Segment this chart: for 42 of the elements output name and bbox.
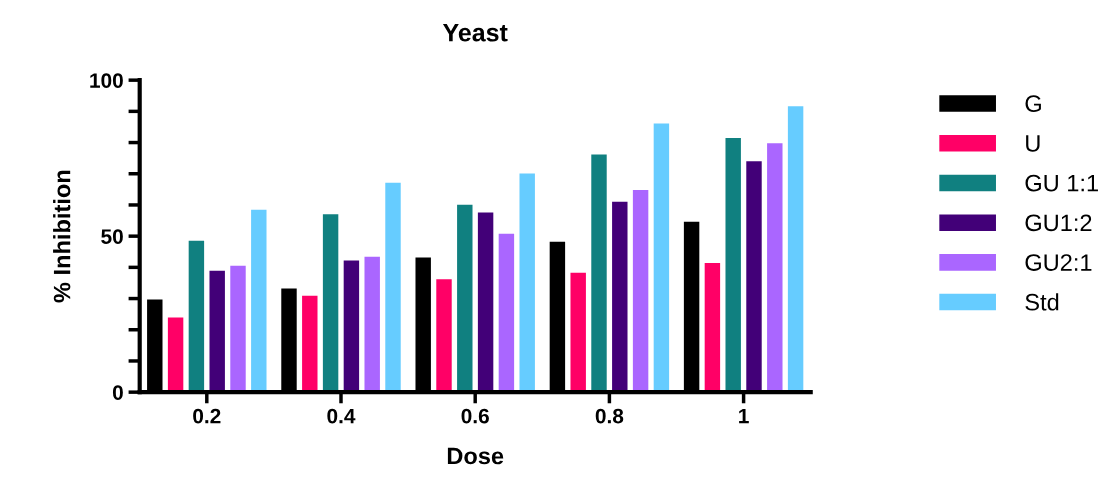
bar [519, 173, 535, 393]
legend-label: G [1025, 95, 1041, 112]
bar [725, 137, 741, 393]
x-tick-label: 0.8 [595, 408, 624, 424]
bar [322, 214, 339, 393]
bar [251, 209, 267, 393]
bar [570, 272, 586, 393]
bar [767, 143, 783, 393]
bar [591, 154, 607, 393]
y-tick-label: 50 [101, 229, 123, 244]
x-tick-label: 0.4 [327, 408, 356, 424]
bar [704, 262, 721, 393]
bar [364, 256, 380, 393]
bar [343, 260, 360, 393]
bar [385, 182, 401, 393]
legend-label: GU 1:1 [1025, 174, 1098, 192]
x-tick-label: 1 [739, 408, 749, 424]
chart-title: Yeast [442, 24, 508, 42]
x-axis-title: Dose [447, 447, 504, 465]
x-tick-label: 0.6 [461, 408, 489, 424]
y-axis-title: % Inhibition [53, 170, 71, 303]
bar [498, 233, 515, 393]
bar [302, 295, 318, 393]
y-tick-label: 0 [112, 385, 123, 400]
bar [167, 317, 184, 393]
bar [746, 161, 762, 393]
bar [632, 189, 649, 393]
bar [612, 201, 628, 393]
bar [436, 279, 452, 393]
bar [787, 106, 804, 393]
bar [457, 204, 473, 393]
legend-label: GU1:2 [1025, 214, 1092, 232]
legend-label: Std [1025, 293, 1059, 311]
bar [209, 270, 225, 393]
y-tick-label: 100 [90, 73, 123, 88]
bar [477, 212, 494, 393]
legend-label: GU2:1 [1025, 254, 1092, 271]
bar [188, 240, 205, 393]
legend-label: U [1026, 135, 1040, 152]
bar [653, 123, 670, 393]
x-tick-label: 0.2 [193, 408, 221, 424]
bar [230, 265, 246, 393]
